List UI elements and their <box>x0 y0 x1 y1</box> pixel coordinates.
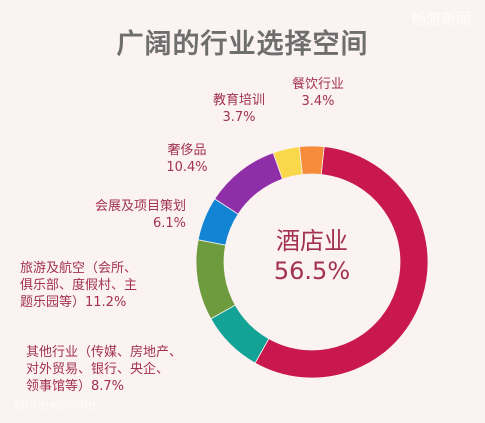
label-tourism: 旅游及航空（会所、 俱乐部、度假村、主 题乐园等）11.2% <box>20 260 137 311</box>
center-label-name: 酒店业 <box>276 227 348 255</box>
label-exhibition-line1: 会展及项目策划 <box>94 199 186 214</box>
label-catering-line2: 3.4% <box>301 94 335 109</box>
donut-slice-0 <box>254 146 429 379</box>
label-exhibition: 会展及项目策划 6.1% <box>80 198 186 232</box>
label-education: 教育培训 3.7% <box>206 92 272 126</box>
label-tourism-line1: 旅游及航空（会所、 <box>20 261 138 276</box>
label-luxury: 奢侈品 10.4% <box>160 142 214 176</box>
label-luxury-line2: 10.4% <box>166 160 208 175</box>
donut-slice-2 <box>195 239 236 320</box>
label-other-line1: 其他行业（传媒、房地产、 <box>26 345 183 360</box>
center-label: 酒店业 56.5% <box>262 226 362 286</box>
chart-title: 广阔的行业选择空间 <box>116 29 369 60</box>
label-catering-line1: 餐饮行业 <box>291 77 344 92</box>
watermark-top: 畅游新闻 <box>410 10 471 28</box>
label-catering: 餐饮行业 3.4% <box>285 76 351 110</box>
donut-slice-4 <box>214 152 284 215</box>
label-tourism-line3: 题乐园等）11.2% <box>20 295 127 310</box>
label-luxury-line1: 奢侈品 <box>167 143 207 158</box>
donut-slice-6 <box>298 145 325 175</box>
label-other-line2: 对外贸易、银行、央企、 <box>26 362 170 377</box>
label-tourism-line2: 俱乐部、度假村、主 <box>20 278 138 293</box>
label-other-line3: 领事馆等）8.7% <box>26 379 125 394</box>
label-exhibition-line2: 6.1% <box>152 216 186 231</box>
label-other-industries: 其他行业（传媒、房地产、 对外贸易、银行、央企、 领事馆等）8.7% <box>26 344 182 395</box>
label-education-line2: 3.7% <box>222 110 256 125</box>
watermark-bottom: shinewonder <box>14 398 98 413</box>
label-education-line1: 教育培训 <box>212 93 265 108</box>
center-label-pct: 56.5% <box>273 257 351 285</box>
